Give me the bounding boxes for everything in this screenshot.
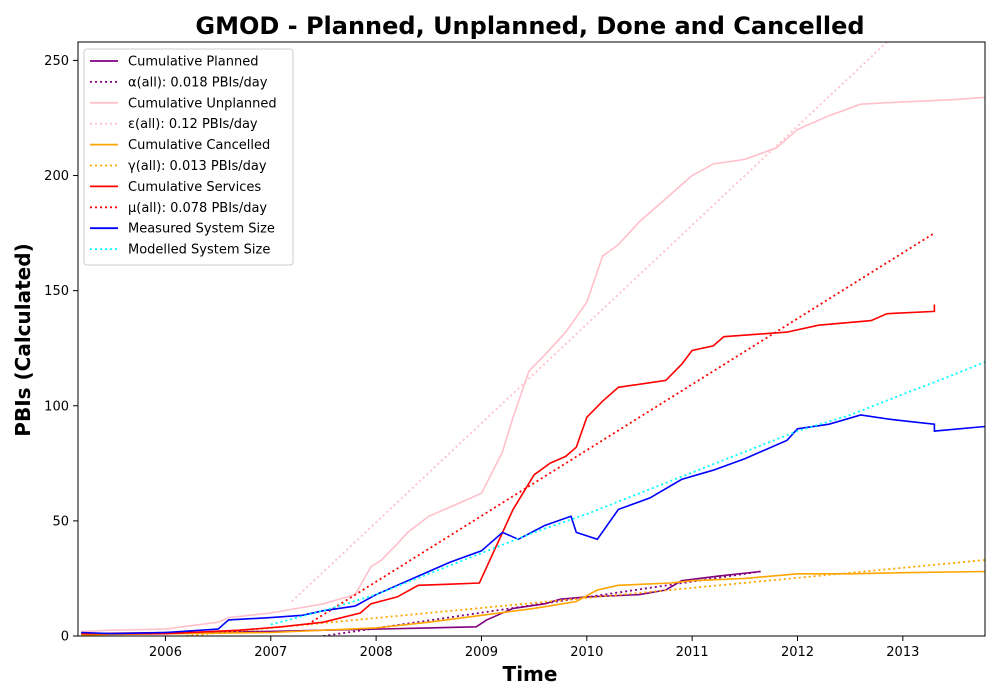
legend-box [83, 48, 294, 266]
y-tick-label-2: 100 [44, 399, 69, 414]
y-tick-label-0: 0 [61, 630, 69, 645]
x-tick-label-0: 2006 [149, 645, 182, 660]
legend-label-1: α(all): 0.018 PBIs/day [128, 75, 268, 90]
legend-label-3: ε(all): 0.12 PBIs/day [128, 117, 258, 132]
legend: Cumulative Planned α(all): 0.018 PBIs/day… [83, 48, 294, 266]
series-line-9 [270, 361, 985, 626]
x-tick-label-5: 2011 [676, 645, 709, 660]
series-line-8 [81, 414, 985, 635]
series-line-7 [307, 232, 935, 626]
y-tick-label-5: 250 [44, 54, 69, 69]
series-line-1 [323, 570, 761, 636]
legend-label-0: Cumulative Planned [128, 55, 258, 70]
x-tick-label-6: 2012 [781, 645, 814, 660]
y-tick-label-4: 200 [44, 169, 69, 184]
series-line-2 [81, 96, 985, 633]
x-axis-label: Time [503, 662, 558, 686]
legend-label-5: γ(all): 0.013 PBIs/day [128, 159, 267, 174]
legend-label-2: Cumulative Unplanned [128, 96, 277, 111]
legend-label-9: Modelled System Size [128, 243, 270, 258]
legend-label-8: Measured System Size [128, 222, 275, 237]
series-line-0 [81, 570, 761, 635]
x-axis-ticks: 2006 2007 2008 2009 2010 2011 2012 2013 [149, 636, 919, 660]
chart-title: GMOD - Planned, Unplanned, Done and Canc… [195, 12, 864, 40]
x-tick-label-3: 2009 [465, 645, 498, 660]
x-tick-label-1: 2007 [254, 645, 287, 660]
plot-area [81, 42, 985, 636]
y-axis-ticks: 0 50 100 150 200 250 [44, 54, 78, 645]
series-line-6 [81, 304, 936, 635]
legend-label-6: Cumulative Services [128, 180, 261, 195]
y-tick-label-1: 50 [52, 514, 69, 529]
series-line-3 [291, 42, 888, 603]
legend-label-4: Cumulative Cancelled [128, 138, 270, 153]
series-line-4 [81, 570, 985, 636]
x-tick-label-7: 2013 [886, 645, 919, 660]
legend-label-7: μ(all): 0.078 PBIs/day [128, 201, 267, 216]
x-tick-label-2: 2008 [360, 645, 393, 660]
y-tick-label-3: 150 [44, 284, 69, 299]
y-axis-label: PBIs (Calculated) [11, 243, 35, 436]
plot-frame [77, 41, 986, 637]
series-line-5 [186, 559, 985, 636]
x-tick-label-4: 2010 [570, 645, 603, 660]
